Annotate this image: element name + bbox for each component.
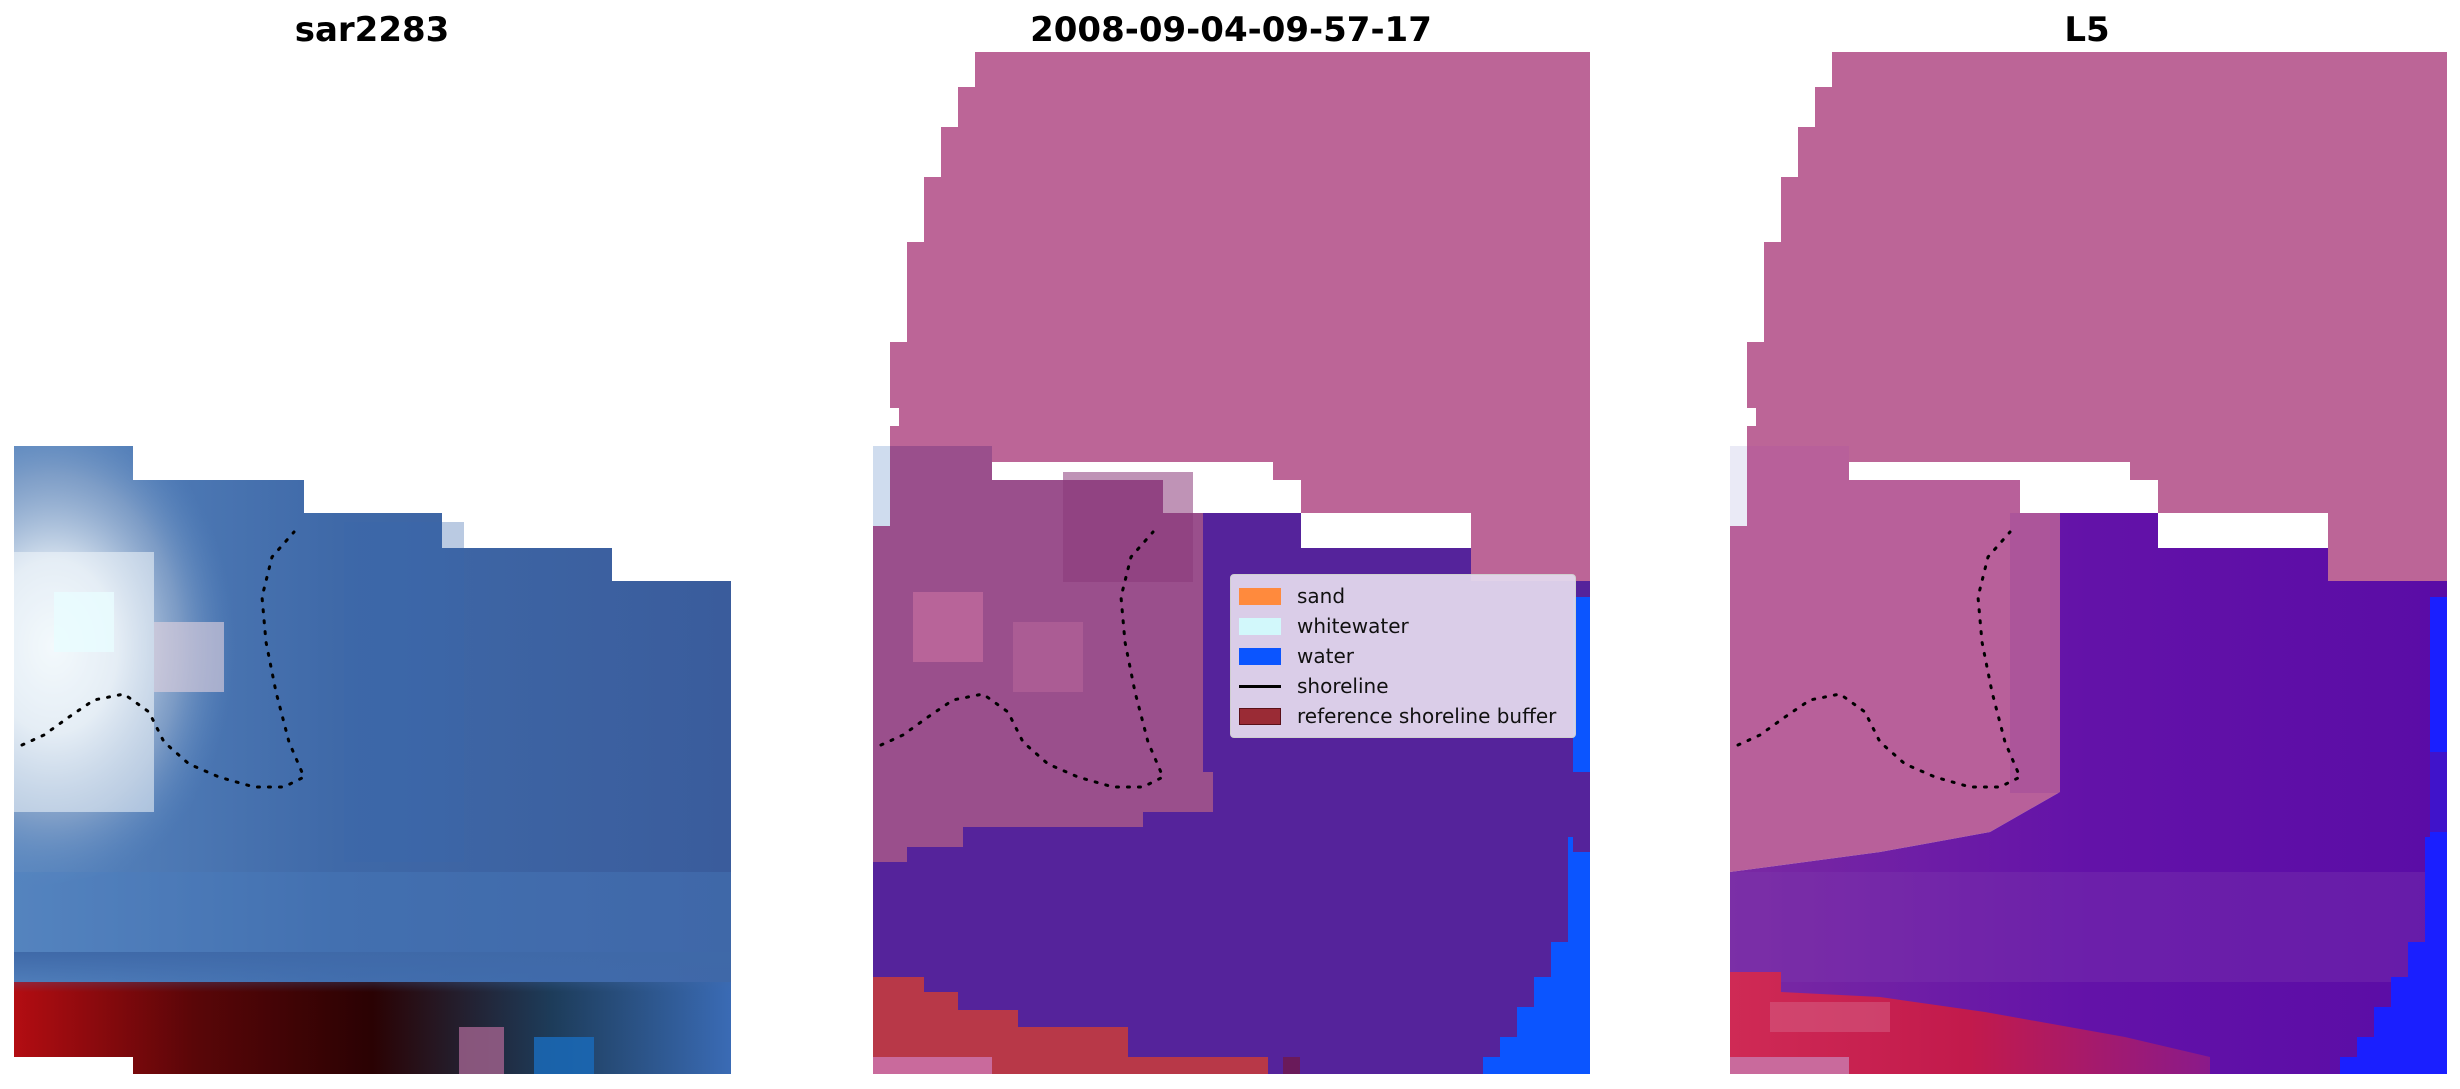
shoreline-dotted-line <box>879 530 1165 789</box>
l5-image <box>1730 52 2447 1074</box>
panel-title-date: 2008-09-04-09-57-17 <box>1030 10 1432 50</box>
legend-item-reference-shoreline-buffer: reference shoreline buffer <box>1239 701 1567 731</box>
classification-panel <box>873 52 1590 1074</box>
legend: sand whitewater water shoreline referenc… <box>1230 574 1576 738</box>
sand-swatch <box>1239 587 1281 605</box>
buffer-swatch <box>1239 707 1281 725</box>
legend-label: sand <box>1297 584 1346 608</box>
shoreline-line-swatch <box>1239 684 1281 688</box>
rgb-image-panel <box>14 52 731 1074</box>
panel-title-sar2283: sar2283 <box>294 10 450 50</box>
panel-title-l5: L5 <box>2064 10 2110 50</box>
legend-item-shoreline: shoreline <box>1239 671 1567 701</box>
legend-label: shoreline <box>1297 674 1389 698</box>
shoreline-dotted-line <box>1736 530 2022 789</box>
rgb-image <box>14 446 731 1074</box>
shoreline-dotted-line <box>20 530 306 789</box>
whitewater-swatch <box>1239 617 1281 635</box>
water-swatch <box>1239 647 1281 665</box>
legend-label: water <box>1297 644 1354 668</box>
legend-label: whitewater <box>1297 614 1409 638</box>
legend-item-sand: sand <box>1239 581 1567 611</box>
legend-item-water: water <box>1239 641 1567 671</box>
legend-label: reference shoreline buffer <box>1297 704 1557 728</box>
classification-image <box>873 52 1590 1074</box>
legend-item-whitewater: whitewater <box>1239 611 1567 641</box>
l5-panel <box>1730 52 2447 1074</box>
